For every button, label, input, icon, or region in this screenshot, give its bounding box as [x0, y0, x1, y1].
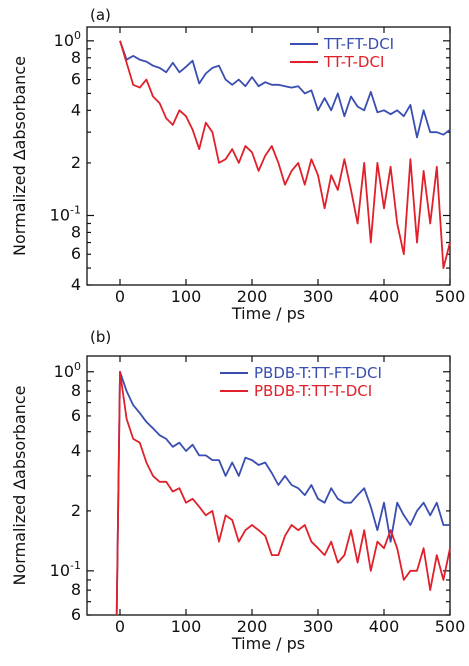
legend-label-2: PBDB-T:TT-T-DCI: [254, 382, 372, 400]
legend-label-1: PBDB-T:TT-FT-DCI: [254, 364, 382, 382]
x-tick-label: 0: [115, 617, 125, 636]
y-tick-label: 100: [54, 29, 81, 50]
x-tick-label: 100: [171, 287, 202, 306]
x-tick-label: 200: [237, 287, 268, 306]
y-tick-label: 6: [71, 244, 81, 263]
y-tick-label: 6: [71, 406, 81, 425]
x-tick-label: 400: [369, 617, 400, 636]
series-line-1: [119, 40, 451, 139]
y-tick-label: 6: [71, 605, 81, 624]
y-tick-label: 8: [71, 222, 81, 241]
plot-frame: [86, 26, 451, 286]
x-tick-label: 500: [435, 287, 466, 306]
y-tick-label: 2: [71, 153, 81, 172]
x-axis-label: Time / ps: [231, 304, 305, 323]
x-tick-label: 400: [369, 287, 400, 306]
y-tick-label: 8: [71, 580, 81, 599]
panel-label: (b): [90, 328, 111, 346]
panel-label: (a): [90, 6, 111, 24]
x-tick-label: 300: [303, 617, 334, 636]
x-tick-label: 500: [435, 617, 466, 636]
series-line-1: [115, 370, 450, 616]
y-axis-label: Normalized ∆absorbance: [10, 386, 29, 586]
legend-label-1: TT-FT-DCI: [323, 35, 394, 53]
y-tick-label: 2: [71, 501, 81, 520]
y-tick-label: 8: [71, 48, 81, 67]
y-tick-label: 4: [71, 441, 81, 460]
plot-frame: [86, 355, 451, 616]
series-line-2: [119, 40, 451, 270]
x-axis-label: Time / ps: [231, 634, 305, 653]
x-tick-label: 200: [237, 617, 268, 636]
x-tick-label: 300: [303, 287, 334, 306]
y-tick-label: 100: [54, 360, 81, 381]
legend-label-2: TT-T-DCI: [323, 53, 384, 71]
y-tick-label: 6: [71, 70, 81, 89]
y-tick-label: 4: [71, 100, 81, 119]
x-tick-label: 0: [115, 287, 125, 306]
y-tick-label: 10-1: [50, 203, 81, 224]
series-line-2: [115, 370, 451, 616]
x-tick-label: 100: [171, 617, 202, 636]
y-axis-label: Normalized ∆absorbance: [10, 56, 29, 256]
y-tick-label: 8: [71, 381, 81, 400]
y-tick-label: 10-1: [50, 559, 81, 580]
y-tick-label: 4: [71, 275, 81, 294]
